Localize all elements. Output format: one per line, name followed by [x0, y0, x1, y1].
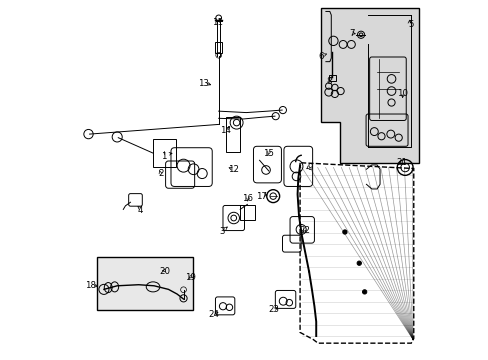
Text: 3: 3	[219, 228, 224, 237]
Polygon shape	[320, 8, 418, 163]
Text: 6: 6	[318, 52, 324, 61]
Bar	[97, 257, 192, 310]
Text: 21: 21	[395, 158, 406, 167]
Bar	[153, 139, 176, 167]
Text: 4: 4	[138, 206, 143, 215]
Text: 11: 11	[212, 18, 223, 27]
Bar	[215, 42, 222, 53]
Text: 12: 12	[227, 166, 238, 175]
Text: 18: 18	[85, 281, 96, 290]
Circle shape	[362, 290, 366, 294]
Text: 2: 2	[158, 169, 163, 178]
Text: 16: 16	[242, 194, 252, 203]
Bar	[240, 205, 254, 220]
Text: 24: 24	[208, 310, 219, 319]
Bar	[328, 75, 335, 81]
Text: 15: 15	[263, 149, 273, 158]
Text: 9: 9	[306, 163, 312, 172]
Text: 20: 20	[159, 267, 170, 276]
Circle shape	[356, 261, 361, 265]
Circle shape	[342, 230, 346, 234]
Text: 13: 13	[197, 79, 208, 88]
Text: 17: 17	[256, 192, 266, 201]
Text: 19: 19	[184, 273, 195, 282]
Text: 1: 1	[161, 152, 166, 161]
Text: 22: 22	[299, 226, 309, 235]
Text: 14: 14	[220, 126, 231, 135]
Text: 23: 23	[268, 305, 279, 314]
Text: 8: 8	[325, 77, 331, 86]
Bar	[225, 117, 240, 152]
Text: 7: 7	[348, 29, 354, 38]
Text: 10: 10	[397, 89, 407, 98]
Text: 5: 5	[407, 19, 413, 28]
